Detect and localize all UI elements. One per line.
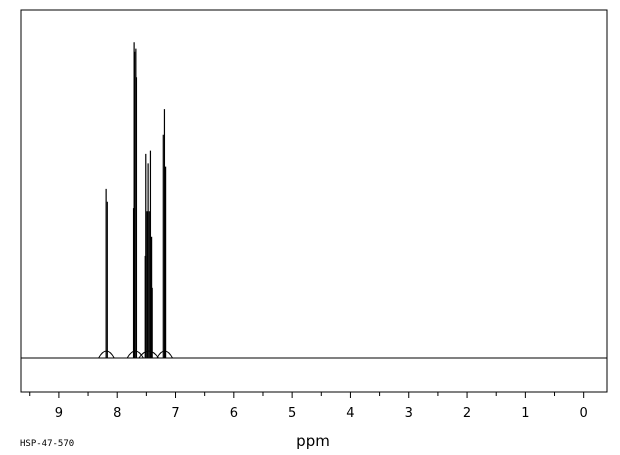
x-tick-label: 1 xyxy=(521,406,529,421)
multiplet-envelope xyxy=(138,350,159,359)
multiplet-envelope xyxy=(156,350,173,359)
x-tick-label: 3 xyxy=(405,406,413,421)
x-tick-label: 2 xyxy=(463,406,471,421)
multiplet-envelope xyxy=(98,350,115,359)
x-tick-label: 6 xyxy=(230,406,238,421)
x-tick-label: 4 xyxy=(346,406,354,421)
plot-frame xyxy=(20,9,608,393)
x-tick-label: 8 xyxy=(113,406,121,421)
x-axis-ticks: 9 8 7 6 5 4 3 2 1 0 xyxy=(29,392,588,421)
x-tick-label: 0 xyxy=(580,406,588,421)
x-axis-title: ppm xyxy=(296,432,330,450)
x-tick-label: 7 xyxy=(171,406,179,421)
x-tick-label: 9 xyxy=(55,406,63,421)
sample-code-label: HSP-47-570 xyxy=(20,439,74,449)
peaks-layer xyxy=(98,42,173,359)
x-tick-label: 5 xyxy=(288,406,296,421)
multiplet-envelope xyxy=(126,350,144,359)
